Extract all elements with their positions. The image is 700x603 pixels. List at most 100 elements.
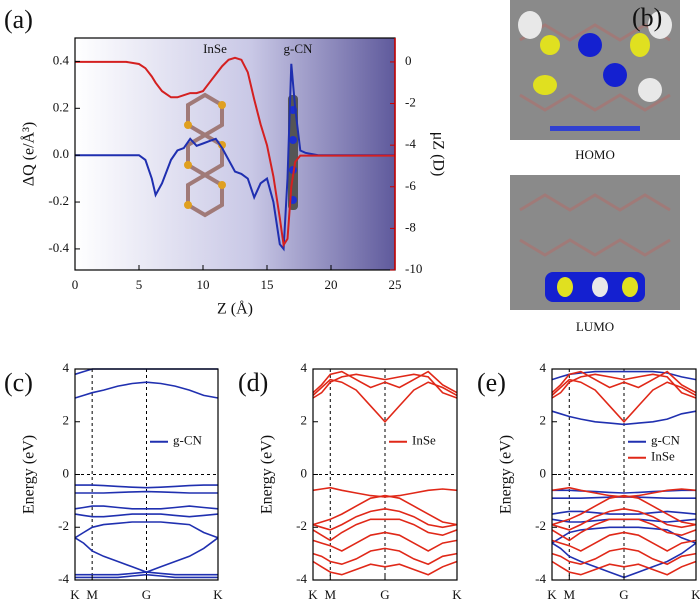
y-tick-label: 2 — [540, 413, 547, 428]
band — [551, 370, 697, 394]
y-axis-title: ΔQ (e/Å³) — [20, 122, 38, 186]
y-tick-label: 4 — [540, 360, 547, 375]
x-tick-label: K — [452, 587, 462, 602]
panel-label: (c) — [4, 368, 33, 397]
y-tick-label: 0 — [301, 465, 308, 480]
band — [75, 573, 218, 579]
panel-label: (e) — [477, 368, 506, 397]
band — [551, 510, 697, 515]
band — [551, 526, 697, 544]
x-tick-label: K — [70, 587, 80, 602]
x-axis-title: Z (Å) — [217, 300, 253, 318]
x-tick-label: 10 — [197, 277, 210, 292]
legend-label: InSe — [651, 449, 675, 464]
x-tick-label: 15 — [261, 277, 274, 292]
band — [74, 505, 219, 510]
y-tick-label: -2 — [296, 518, 307, 533]
panel-label: (d) — [238, 368, 268, 397]
x-tick-label: K — [308, 587, 318, 602]
image-label: LUMO — [576, 319, 614, 334]
y-axis-title: Energy (eV) — [259, 435, 276, 514]
x-tick-label: G — [142, 587, 151, 602]
homo-image — [510, 0, 680, 140]
band — [312, 373, 458, 399]
band — [74, 521, 219, 539]
band — [75, 484, 218, 489]
y2-tick-label: -8 — [405, 219, 416, 234]
x-tick-label: G — [619, 587, 628, 602]
band — [75, 571, 218, 576]
band — [312, 370, 458, 394]
y2-tick-label: 0 — [405, 53, 412, 68]
x-tick-label: 20 — [325, 277, 338, 292]
legend-label: g-CN — [173, 433, 203, 448]
annotation: g-CN — [284, 41, 314, 56]
y-tick-label: 2 — [301, 413, 308, 428]
x-tick-label: K — [213, 587, 223, 602]
y-tick-label: -0.4 — [48, 240, 69, 255]
y-tick-label: -0.2 — [48, 193, 69, 208]
y2-axis-title: μZ (D) — [429, 132, 446, 177]
legend-label: g-CN — [651, 433, 681, 448]
y-tick-label: -2 — [535, 518, 546, 533]
y-tick-label: 4 — [301, 360, 308, 375]
x-tick-label: M — [563, 587, 575, 602]
band — [551, 373, 697, 399]
y2-tick-label: -2 — [405, 95, 416, 110]
band — [551, 410, 697, 426]
band — [551, 507, 697, 531]
band — [75, 490, 218, 494]
x-tick-label: 25 — [389, 277, 402, 292]
y-tick-label: 0.4 — [53, 52, 70, 67]
y2-tick-label: -6 — [405, 178, 416, 193]
band — [312, 531, 458, 552]
y-tick-label: 0.2 — [53, 99, 69, 114]
image-label: HOMO — [575, 147, 615, 162]
band — [551, 518, 697, 542]
plot-background — [75, 38, 395, 270]
band — [312, 518, 458, 542]
band — [551, 531, 697, 552]
x-tick-label: K — [691, 587, 700, 602]
x-tick-label: M — [86, 587, 98, 602]
y-tick-label: 4 — [63, 360, 70, 375]
x-tick-label: G — [380, 587, 389, 602]
y-tick-label: -4 — [296, 571, 307, 586]
band — [551, 547, 697, 566]
panel-label: (b) — [632, 3, 662, 32]
y-tick-label: 2 — [63, 413, 70, 428]
x-tick-label: K — [547, 587, 557, 602]
band — [312, 378, 458, 423]
x-tick-label: 0 — [72, 277, 79, 292]
y-axis-title: Energy (eV) — [498, 435, 515, 514]
y-tick-label: 0 — [63, 465, 70, 480]
line — [75, 63, 395, 252]
x-tick-label: M — [324, 587, 336, 602]
band — [74, 513, 219, 518]
band — [551, 560, 697, 576]
band — [74, 381, 219, 399]
band — [551, 494, 697, 526]
y-tick-label: -2 — [58, 518, 69, 533]
band — [312, 547, 458, 566]
band — [74, 537, 219, 573]
y-axis-title: Energy (eV) — [21, 435, 38, 514]
panel-label: (a) — [4, 5, 33, 34]
x-tick-label: 5 — [136, 277, 143, 292]
y2-tick-label: -10 — [405, 261, 422, 276]
y-tick-label: -4 — [58, 571, 69, 586]
band — [312, 560, 458, 576]
y-tick-label: 0.0 — [53, 146, 69, 161]
lumo-image — [510, 175, 680, 310]
inse-structure — [184, 92, 226, 218]
band — [551, 542, 697, 579]
band — [551, 378, 697, 423]
y-tick-label: -4 — [535, 571, 546, 586]
band — [312, 507, 458, 531]
y-tick-label: 0 — [540, 465, 547, 480]
legend-label: InSe — [412, 433, 436, 448]
y2-tick-label: -4 — [405, 136, 416, 151]
line — [75, 56, 395, 248]
band — [312, 494, 458, 526]
